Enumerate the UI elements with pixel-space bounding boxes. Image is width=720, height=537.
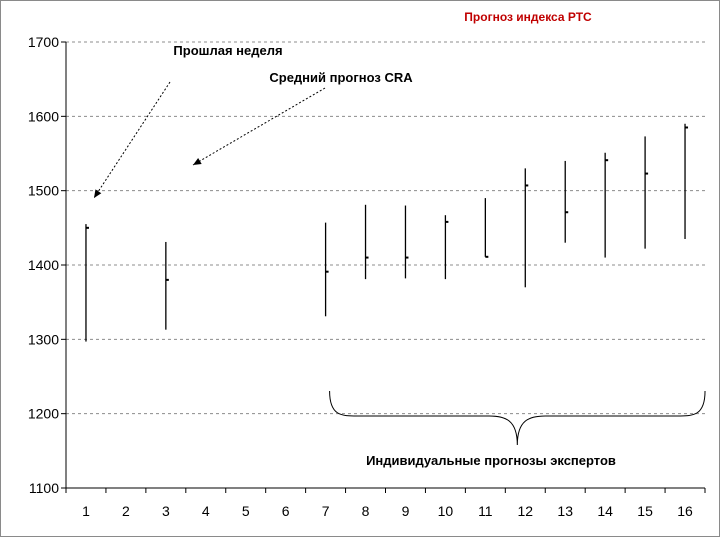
annotation-cra-average: Средний прогноз CRA	[269, 70, 413, 85]
x-tick-label-14: 14	[597, 503, 613, 519]
x-tick-label-10: 10	[438, 503, 454, 519]
arrow-cra-average-line	[192, 87, 326, 166]
x-tick-label-9: 9	[402, 503, 410, 519]
x-tick-label-5: 5	[242, 503, 250, 519]
y-tick-label-1600: 1600	[28, 108, 59, 124]
brace-individual-forecasts	[329, 390, 706, 446]
x-tick-labels: 1 2 3 4 5 6 7 8 9 10 11 12 13 14 15 16	[82, 503, 693, 519]
y-tick-label-1700: 1700	[28, 34, 59, 50]
y-tick-label-1500: 1500	[28, 183, 59, 199]
y-tick-label-1100: 1100	[29, 480, 59, 496]
x-tick-label-6: 6	[282, 503, 290, 519]
x-tick-label-8: 8	[362, 503, 370, 519]
gridlines	[66, 41, 705, 415]
arrow-last-week-line	[93, 81, 171, 199]
x-tick-label-4: 4	[202, 503, 210, 519]
x-tick-label-13: 13	[557, 503, 573, 519]
x-tick-label-11: 11	[478, 503, 493, 519]
x-tick-label-7: 7	[322, 503, 330, 519]
y-tick-label-1200: 1200	[28, 406, 59, 422]
annotations: Прошлая неделя Средний прогноз CRA Индив…	[93, 43, 706, 468]
chart-title: Прогноз индекса РТС	[464, 10, 592, 24]
range-bars	[85, 123, 689, 342]
x-tick-label-12: 12	[517, 503, 533, 519]
arrow-last-week-head	[94, 189, 102, 198]
x-tick-label-3: 3	[162, 503, 170, 519]
x-tick-label-2: 2	[122, 503, 130, 519]
arrow-cra-average-head	[193, 157, 202, 165]
axes	[61, 41, 706, 493]
y-tick-labels: 1100 1200 1300 1400 1500 1600 1700	[28, 34, 59, 496]
y-tick-label-1400: 1400	[28, 257, 59, 273]
x-tick-label-15: 15	[637, 503, 653, 519]
x-tick-label-1: 1	[82, 503, 90, 519]
x-tick-label-16: 16	[677, 503, 693, 519]
y-tick-label-1300: 1300	[28, 331, 59, 347]
annotation-last-week: Прошлая неделя	[173, 43, 282, 58]
annotation-individual-forecasts: Индивидуальные прогнозы экспертов	[366, 453, 616, 468]
